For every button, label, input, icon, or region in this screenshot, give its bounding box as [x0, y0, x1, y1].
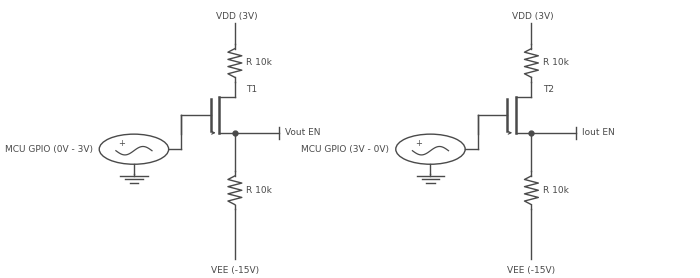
Text: R 10k: R 10k	[246, 58, 272, 68]
Text: MCU GPIO (0V - 3V): MCU GPIO (0V - 3V)	[5, 145, 93, 154]
Text: R 10k: R 10k	[542, 186, 568, 195]
Text: Vout EN: Vout EN	[286, 128, 321, 137]
Text: +: +	[415, 139, 422, 148]
Text: VDD (3V): VDD (3V)	[216, 12, 258, 21]
Text: T1: T1	[246, 85, 258, 95]
Text: VEE (-15V): VEE (-15V)	[211, 265, 259, 274]
Text: VDD (3V): VDD (3V)	[512, 12, 554, 21]
Text: R 10k: R 10k	[542, 58, 568, 68]
Text: T2: T2	[542, 85, 554, 95]
Text: Iout EN: Iout EN	[582, 128, 615, 137]
Text: VEE (-15V): VEE (-15V)	[508, 265, 556, 274]
Text: R 10k: R 10k	[246, 186, 272, 195]
Text: +: +	[118, 139, 125, 148]
Text: MCU GPIO (3V - 0V): MCU GPIO (3V - 0V)	[302, 145, 389, 154]
